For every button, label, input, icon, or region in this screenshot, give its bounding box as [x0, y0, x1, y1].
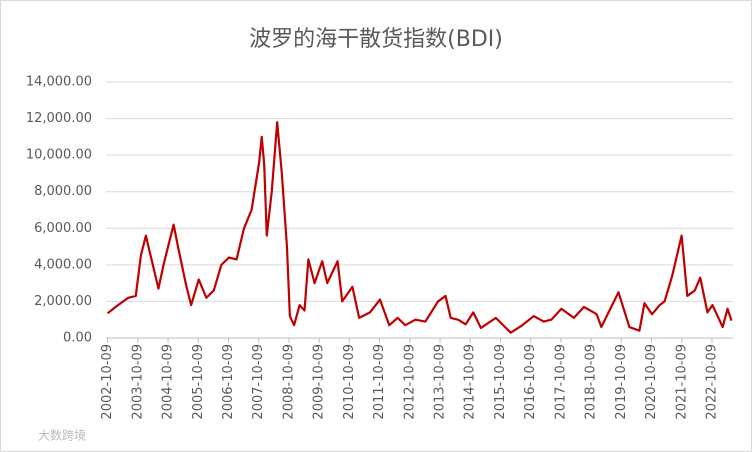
- y-tick-label: 4,000.00: [34, 257, 92, 272]
- x-tick-label: 2006-10-09: [221, 344, 236, 420]
- x-tick-label: 2013-10-09: [433, 344, 448, 420]
- x-tick-label: 2011-10-09: [372, 344, 387, 420]
- x-tick-label: 2015-10-09: [493, 344, 508, 420]
- x-tick-label: 2008-10-09: [281, 344, 296, 420]
- x-tick-label: 2014-10-09: [463, 344, 478, 420]
- x-tick-label: 2002-10-09: [100, 344, 115, 420]
- y-tick-label: 2,000.00: [34, 294, 92, 309]
- y-tick-label: 8,000.00: [34, 184, 92, 199]
- x-tick-label: 2016-10-09: [523, 344, 538, 420]
- y-tick-label: 0.00: [63, 331, 92, 346]
- x-tick-label: 2012-10-09: [402, 344, 417, 420]
- chart-title: 波罗的海干散货指数(BDI): [249, 27, 503, 52]
- y-tick-label: 10,000.00: [26, 148, 92, 163]
- data-line: [106, 121, 733, 334]
- x-tick-label: 2003-10-09: [130, 344, 145, 420]
- y-tick-label: 14,000.00: [26, 75, 92, 90]
- x-tick-label: 2022-10-09: [704, 344, 719, 420]
- x-tick-label: 2004-10-09: [161, 344, 176, 420]
- x-tick-label: 2021-10-09: [674, 344, 689, 420]
- y-tick-label: 6,000.00: [34, 221, 92, 236]
- x-tick-label: 2009-10-09: [312, 344, 327, 420]
- watermark: 大数跨境: [38, 428, 86, 443]
- x-tick-label: 2007-10-09: [251, 344, 266, 420]
- x-tick-label: 2019-10-09: [614, 344, 629, 420]
- x-tick-label: 2018-10-09: [584, 344, 599, 420]
- x-tick-label: 2005-10-09: [191, 344, 206, 420]
- x-tick-label: 2017-10-09: [553, 344, 568, 420]
- y-tick-label: 12,000.00: [26, 111, 92, 126]
- x-tick-label: 2020-10-09: [644, 344, 659, 420]
- x-tick-label: 2010-10-09: [342, 344, 357, 420]
